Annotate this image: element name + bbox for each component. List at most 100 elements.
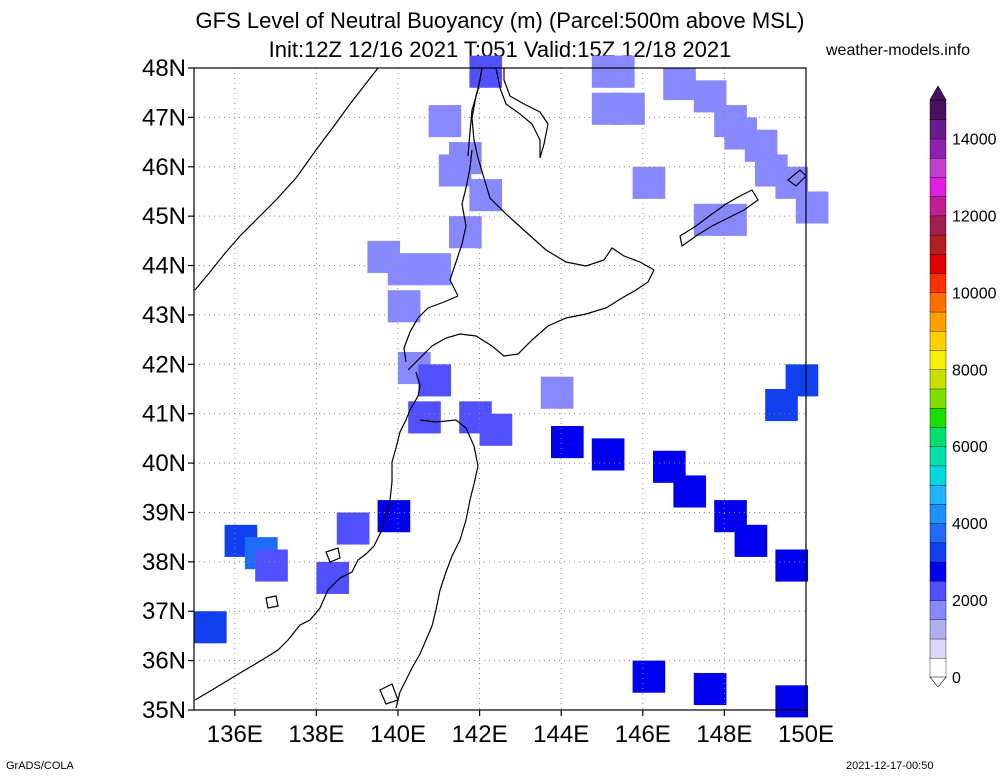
- buoyancy-cell: [663, 68, 696, 101]
- lon-label: 148E: [696, 721, 752, 748]
- coastline-hokkaido: [407, 67, 655, 371]
- lon-label: 142E: [452, 721, 508, 748]
- colorbar-swatch: [929, 369, 947, 390]
- coastline-sakhalin: [495, 67, 549, 159]
- lon-label: 146E: [615, 721, 671, 748]
- lon-label: 140E: [370, 721, 426, 748]
- source-site-label: weather-models.info: [826, 42, 971, 59]
- colorbar-label: 4000: [952, 516, 988, 533]
- buoyancy-cell: [336, 512, 370, 545]
- coastline-hokkaido-southwest: [403, 295, 459, 363]
- buoyancy-cell: [387, 290, 421, 323]
- colorbar-swatch: [929, 484, 947, 505]
- software-credit: GrADS/COLA: [6, 760, 74, 772]
- colorbar-swatch: [929, 465, 947, 486]
- colorbar-swatch: [929, 253, 947, 274]
- lat-label: 46N: [142, 154, 186, 181]
- colorbar-swatch: [929, 292, 947, 313]
- colorbar-swatch: [929, 388, 947, 409]
- chart-title: GFS Level of Neutral Buoyancy (m) (Parce…: [195, 8, 805, 33]
- buoyancy-cell: [775, 685, 809, 718]
- coastline-kurils: [679, 189, 759, 248]
- colorbar-swatch: [929, 542, 947, 563]
- map-gridlines: [188, 67, 807, 716]
- lat-label: 41N: [142, 401, 186, 428]
- colorbar-swatch: [929, 522, 947, 544]
- buoyancy-cell: [673, 475, 707, 508]
- colorbar-max-arrow: [929, 85, 947, 101]
- buoyancy-cell: [765, 389, 798, 422]
- coastline-honshu-east: [395, 419, 479, 709]
- colorbar-swatch: [929, 619, 947, 640]
- coastline-hokkaido-west: [449, 149, 473, 297]
- colorbar-swatch: [929, 446, 947, 467]
- colorbar-swatch: [929, 349, 947, 370]
- colorbar-swatch: [929, 426, 947, 447]
- colorbar-swatch: [929, 157, 947, 178]
- colorbar-swatch: [929, 330, 947, 351]
- colorbar-label: 2000: [952, 593, 988, 610]
- buoyancy-cell: [632, 166, 666, 199]
- coastline-asia: [194, 67, 379, 291]
- buoyancy-cell: [602, 55, 635, 88]
- lon-label: 136E: [207, 721, 263, 748]
- buoyancy-cell: [479, 413, 513, 446]
- buoyancy-cell: [591, 438, 625, 471]
- map-frame: [193, 67, 807, 711]
- colorbar-swatch: [929, 599, 947, 620]
- buoyancy-cell: [540, 376, 574, 409]
- colorbar-swatch: [929, 99, 947, 120]
- coastline-izu: [379, 683, 399, 705]
- coastline-honshu-west: [194, 371, 421, 701]
- buoyancy-cell: [428, 105, 462, 138]
- coastline-oki: [265, 595, 279, 609]
- render-timestamp: 2021-12-17-00:50: [846, 760, 934, 772]
- buoyancy-cells: [194, 55, 829, 718]
- buoyancy-cell: [194, 611, 227, 644]
- colorbar-min-arrow: [929, 676, 947, 688]
- colorbar-swatch: [929, 311, 947, 332]
- lat-label: 43N: [142, 302, 186, 329]
- coastline-sakhalin-west: [467, 67, 483, 157]
- buoyancy-cell: [795, 191, 829, 224]
- colorbar-swatch: [929, 580, 947, 601]
- lat-label: 48N: [142, 55, 186, 82]
- lon-label: 150E: [778, 721, 834, 748]
- colorbar-swatch: [929, 272, 947, 294]
- lat-label: 40N: [142, 450, 186, 477]
- lat-label: 42N: [142, 351, 186, 378]
- colorbar-label: 14000: [952, 131, 997, 148]
- colorbar-swatch: [929, 195, 947, 217]
- lat-label: 44N: [142, 253, 186, 280]
- buoyancy-cell: [632, 660, 666, 693]
- buoyancy-cell: [418, 253, 452, 286]
- colorbar-swatch: [929, 561, 947, 582]
- buoyancy-cell: [438, 154, 472, 187]
- buoyancy-cell: [612, 92, 645, 125]
- buoyancy-cell: [408, 401, 441, 434]
- latitude-labels: 48N 47N 46N 45N 44N 43N 42N 41N 40N 39N 38N 37N 36N 3…: [142, 55, 186, 724]
- lat-label: 37N: [142, 598, 186, 625]
- colorbar-swatch: [929, 119, 947, 140]
- lat-label: 36N: [142, 648, 186, 675]
- colorbar-label: 10000: [952, 285, 997, 302]
- lon-label: 138E: [288, 721, 344, 748]
- buoyancy-cell: [387, 253, 421, 286]
- colorbar-swatch: [929, 503, 947, 524]
- buoyancy-cell: [418, 364, 452, 397]
- colorbar-swatch: [929, 638, 947, 659]
- colorbar-swatch: [929, 215, 947, 236]
- colorbar-swatch: [929, 138, 947, 159]
- colorbar: 0 2000 4000 6000 8000 10000 12000 14000: [929, 85, 997, 688]
- colorbar-label: 8000: [952, 362, 988, 379]
- coastline: [194, 67, 807, 709]
- colorbar-label: 12000: [952, 208, 997, 225]
- buoyancy-cell: [551, 426, 584, 459]
- buoyancy-cell: [775, 549, 809, 582]
- colorbar-label: 0: [952, 670, 961, 687]
- colorbar-swatch: [929, 657, 947, 678]
- buoyancy-cell: [734, 524, 768, 557]
- colorbar-label: 6000: [952, 439, 988, 456]
- lat-label: 47N: [142, 104, 186, 131]
